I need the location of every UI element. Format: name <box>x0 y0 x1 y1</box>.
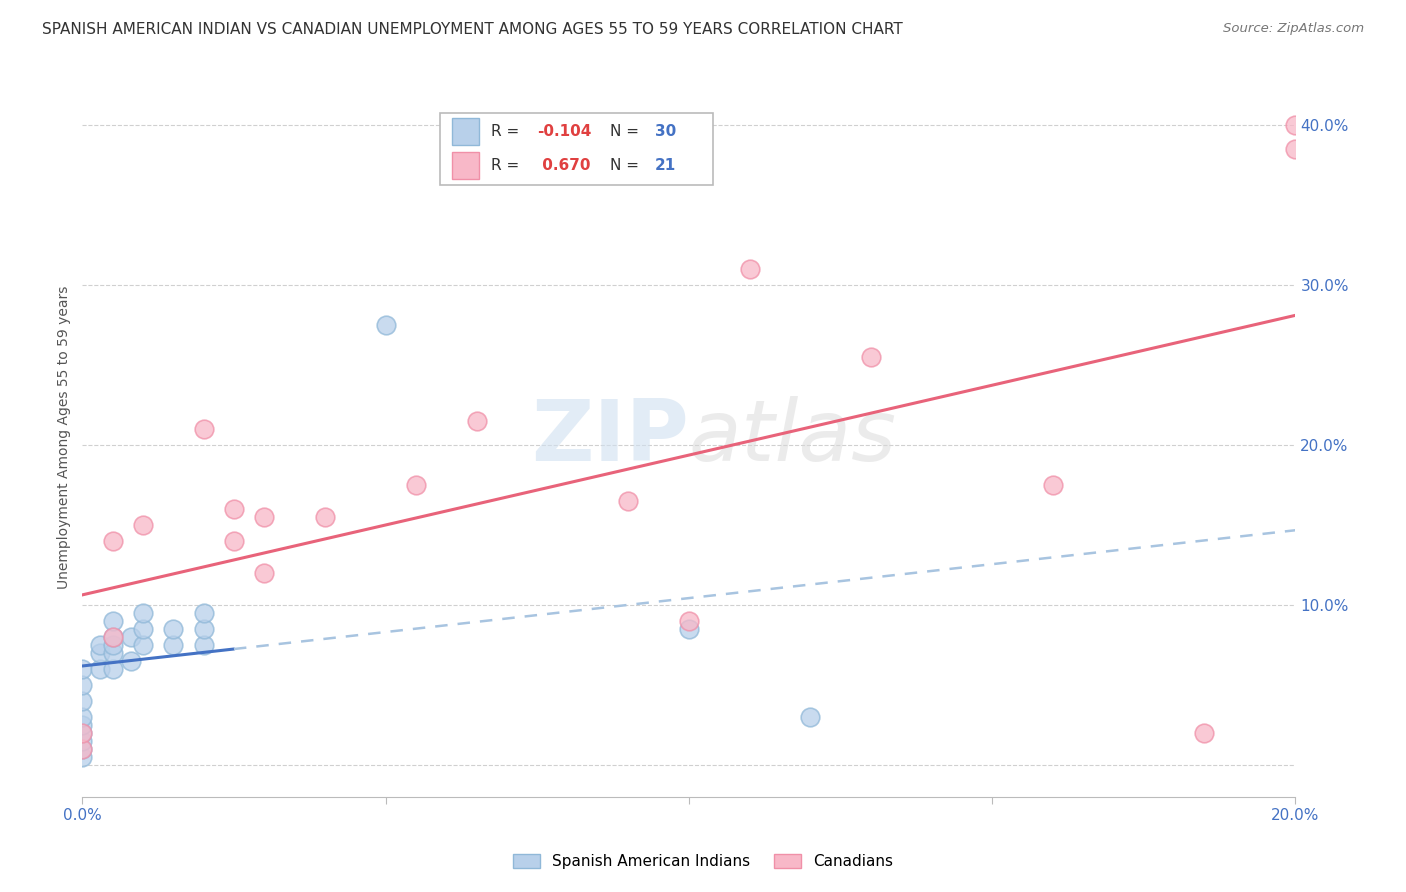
Point <box>72 725 94 739</box>
Point <box>132 518 155 533</box>
Legend: Spanish American Indians, Canadians: Spanish American Indians, Canadians <box>506 848 900 875</box>
Point <box>89 662 111 676</box>
Point <box>738 262 761 277</box>
Point <box>72 678 94 692</box>
Point <box>120 630 142 644</box>
Text: R =: R = <box>491 124 524 139</box>
Point <box>1284 119 1306 133</box>
Text: ZIP: ZIP <box>531 395 689 478</box>
Point <box>162 638 184 652</box>
Point <box>405 478 427 492</box>
Point <box>859 350 882 364</box>
Point <box>72 694 94 708</box>
Point <box>101 533 124 548</box>
Point <box>465 414 488 428</box>
Point <box>72 710 94 724</box>
Point <box>222 533 245 548</box>
Point <box>678 622 700 636</box>
Point <box>193 622 215 636</box>
Point <box>132 622 155 636</box>
Point <box>678 614 700 628</box>
Point <box>193 606 215 620</box>
Point <box>72 741 94 756</box>
Text: 21: 21 <box>655 158 676 173</box>
Point <box>132 606 155 620</box>
Point <box>193 638 215 652</box>
Point <box>1194 725 1216 739</box>
Text: atlas: atlas <box>689 395 897 478</box>
Text: Source: ZipAtlas.com: Source: ZipAtlas.com <box>1223 22 1364 36</box>
Point <box>72 662 94 676</box>
Point <box>1042 478 1064 492</box>
Text: -0.104: -0.104 <box>537 124 592 139</box>
Point <box>253 566 276 580</box>
FancyBboxPatch shape <box>453 152 479 179</box>
Point <box>101 638 124 652</box>
Point <box>101 662 124 676</box>
FancyBboxPatch shape <box>453 118 479 145</box>
Point <box>72 725 94 739</box>
Point <box>101 630 124 644</box>
Point <box>101 614 124 628</box>
Point <box>314 510 336 524</box>
Point <box>617 494 640 508</box>
Point <box>72 749 94 764</box>
Point <box>72 733 94 747</box>
Text: 30: 30 <box>655 124 676 139</box>
Text: 0.670: 0.670 <box>537 158 591 173</box>
Point <box>799 710 821 724</box>
Point <box>193 422 215 436</box>
Text: SPANISH AMERICAN INDIAN VS CANADIAN UNEMPLOYMENT AMONG AGES 55 TO 59 YEARS CORRE: SPANISH AMERICAN INDIAN VS CANADIAN UNEM… <box>42 22 903 37</box>
Point <box>120 654 142 668</box>
Point <box>162 622 184 636</box>
Point <box>374 318 396 333</box>
Point <box>101 646 124 660</box>
Point <box>253 510 276 524</box>
Point <box>72 741 94 756</box>
Point <box>89 646 111 660</box>
Point <box>1284 142 1306 156</box>
Point <box>101 630 124 644</box>
Point <box>132 638 155 652</box>
Point <box>89 638 111 652</box>
Text: R =: R = <box>491 158 524 173</box>
Text: N =: N = <box>610 124 644 139</box>
Text: N =: N = <box>610 158 644 173</box>
FancyBboxPatch shape <box>440 113 713 186</box>
Point <box>72 718 94 732</box>
Point <box>222 502 245 516</box>
Y-axis label: Unemployment Among Ages 55 to 59 years: Unemployment Among Ages 55 to 59 years <box>58 285 72 589</box>
